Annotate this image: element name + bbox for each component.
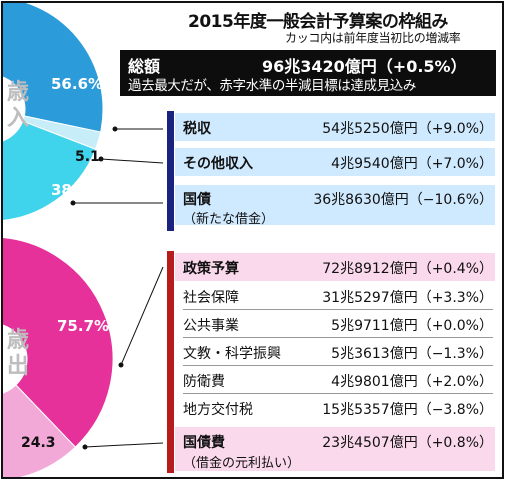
row-value: 31兆5297億円（+3.3%） (322, 290, 493, 306)
leader-line (84, 442, 164, 448)
pie-title: 入 (7, 106, 29, 131)
chart-title: 2015年度一般会計予算案の枠組み (188, 12, 448, 32)
total-note: 過去最大だが、赤字水準の半減目標は達成見込み (128, 78, 416, 94)
row-divider (183, 309, 493, 310)
revenue-bond-sub: （新たな借金） (183, 212, 275, 227)
leader-line (120, 266, 164, 366)
pie-title: 出 (7, 354, 29, 379)
expenditure-highlight-debt (175, 427, 495, 471)
slice-label: 24.3 (21, 435, 56, 451)
row-label: 社会保障 (183, 290, 239, 306)
row-label: 税収 (183, 121, 211, 137)
row-label: 国債費 (183, 435, 225, 451)
slice-label: 38.3 (51, 181, 88, 199)
row-label: その他収入 (183, 156, 253, 172)
revenue-accent-bar (167, 111, 174, 231)
revenue-highlight-bond (175, 185, 495, 225)
chart-subtitle: カッコ内は前年度当初比の増減率 (285, 31, 461, 45)
revenue-row-tax: 税収 54兆5250億円（+9.0%） (183, 118, 493, 137)
row-value: 15兆5357億円（−3.8%） (322, 402, 493, 418)
expenditure-highlight-policy (175, 253, 495, 281)
revenue-highlight-other (175, 148, 495, 176)
row-value: 4兆9801億円（+2.0%） (331, 374, 493, 390)
row-value: 5兆9711億円（+0.0%） (331, 318, 493, 334)
row-divider (183, 337, 493, 338)
row-label: 防衛費 (183, 374, 225, 390)
expenditure-row-education: 文教・科学振興 5兆3613億円（−1.3%） (183, 343, 493, 362)
expenditure-accent-bar (167, 251, 174, 473)
leader-line (100, 158, 164, 164)
expenditure-debt-sub: （借金の元利払い） (183, 456, 301, 471)
row-value: 72兆8912億円（+0.4%） (322, 261, 493, 277)
pie-slice (3, 237, 114, 448)
slice-label: 75.7% (57, 317, 109, 335)
expenditure-row-social: 社会保障 31兆5297億円（+3.3%） (183, 287, 493, 306)
row-label: 政策予算 (183, 261, 239, 277)
row-value: 4兆9540億円（+7.0%） (331, 156, 493, 172)
expenditure-row-defense: 防衛費 4兆9801億円（+2.0%） (183, 371, 493, 390)
pie-slice (3, 3, 104, 133)
total-label: 総額 (128, 57, 161, 76)
slice-label: 56.6% (51, 75, 103, 93)
leader-dot (98, 156, 104, 162)
revenue-row-other: その他収入 4兆9540億円（+7.0%） (183, 153, 493, 172)
revenue-highlight-tax (175, 113, 495, 141)
pie-slice (3, 384, 77, 477)
row-label: 公共事業 (183, 318, 239, 334)
expenditure-row-local-allocation: 地方交付税 15兆5357億円（−3.8%） (183, 399, 493, 418)
row-value: 54兆5250億円（+9.0%） (322, 121, 493, 137)
pie-title: 歳 (7, 80, 29, 105)
leader-dot (70, 200, 76, 206)
expenditure-row-policy: 政策予算 72兆8912億円（+0.4%） (183, 258, 493, 277)
row-value: 23兆4507億円（+0.8%） (322, 435, 493, 451)
revenue-row-bond: 国債 36兆8630億円（−10.6%） (183, 189, 493, 208)
expenditure-row-public-works: 公共事業 5兆9711億円（+0.0%） (183, 315, 493, 334)
row-divider (183, 365, 493, 366)
row-label: 地方交付税 (183, 402, 253, 418)
total-value: 96兆3420億円（+0.5%） (262, 57, 467, 76)
row-label: 文教・科学振興 (183, 346, 281, 362)
infographic-frame: 2015年度一般会計予算案の枠組み カッコ内は前年度当初比の増減率 56.6% 5… (1, 1, 504, 479)
leader-dot (112, 126, 118, 132)
slice-label: 5.1 (75, 149, 100, 165)
row-label: 国債 (183, 192, 211, 208)
row-divider (183, 393, 493, 394)
total-box: 総額 96兆3420億円（+0.5%） 過去最大だが、赤字水準の半減目標は達成見… (120, 50, 496, 96)
row-value: 5兆3613億円（−1.3%） (331, 346, 493, 362)
leader-dot (118, 362, 124, 368)
pie-title: 歳 (7, 328, 29, 353)
row-value: 36兆8630億円（−10.6%） (313, 192, 493, 208)
expenditure-row-debt: 国債費 23兆4507億円（+0.8%） (183, 432, 493, 451)
leader-dot (82, 444, 88, 450)
pie-slice (3, 120, 97, 221)
